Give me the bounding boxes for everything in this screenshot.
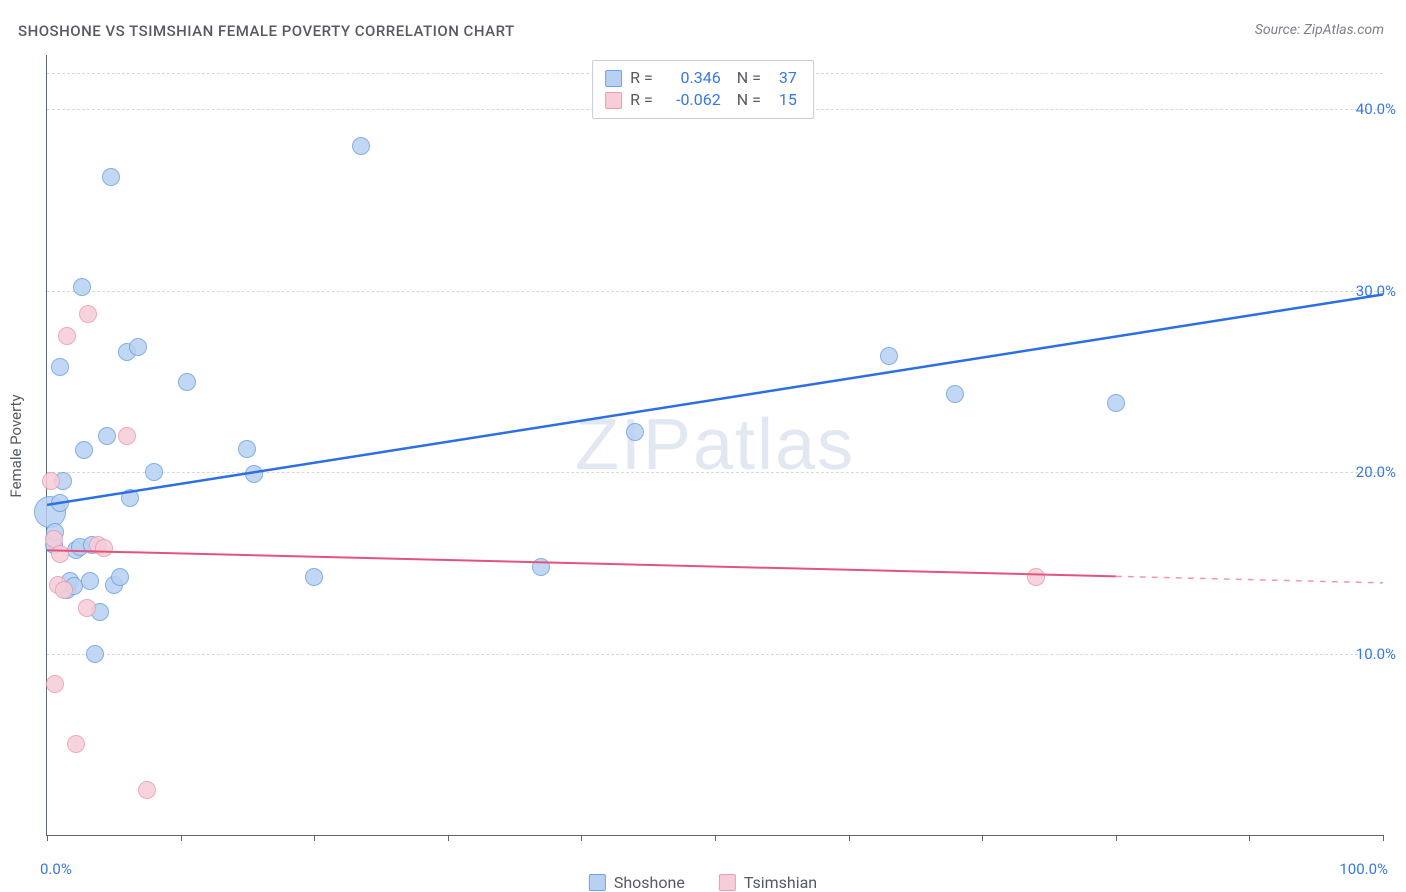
data-point (81, 572, 99, 590)
data-point (75, 441, 93, 459)
y-tick-label: 20.0% (1356, 463, 1396, 481)
y-tick-label: 10.0% (1356, 645, 1396, 663)
x-tick (1116, 835, 1117, 841)
legend-correlation-row: R = 0.346 N = 37 (605, 67, 797, 89)
correlation-legend: R = 0.346 N = 37 R = -0.062 N = 15 (592, 60, 814, 119)
data-point (111, 568, 129, 586)
watermark: ZIPatlas (575, 404, 855, 486)
data-point (67, 735, 85, 753)
data-point (129, 338, 147, 356)
legend-r-label: R = (630, 67, 653, 89)
y-axis-label: Female Poverty (7, 394, 25, 497)
legend-r-value: 0.346 (661, 67, 721, 89)
legend-swatch (589, 874, 606, 891)
x-tick (314, 835, 315, 841)
x-tick (181, 835, 182, 841)
data-point (51, 494, 69, 512)
gridline (47, 654, 1383, 655)
data-point (55, 581, 73, 599)
data-point (245, 465, 263, 483)
y-tick-label: 40.0% (1356, 100, 1396, 118)
data-point (79, 305, 97, 323)
legend-series-label: Shoshone (614, 873, 685, 892)
data-point (138, 781, 156, 799)
legend-swatch (605, 92, 622, 109)
data-point (1107, 394, 1125, 412)
data-point (121, 489, 139, 507)
chart-title: SHOSHONE VS TSIMSHIAN FEMALE POVERTY COR… (18, 22, 515, 40)
data-point (73, 278, 91, 296)
x-tick (849, 835, 850, 841)
legend-r-label: R = (630, 89, 653, 111)
data-point (78, 599, 96, 617)
legend-n-value: 37 (769, 67, 797, 89)
data-point (305, 568, 323, 586)
data-point (46, 675, 64, 693)
legend-n-value: 15 (769, 89, 797, 111)
data-point (102, 168, 120, 186)
x-tick (1249, 835, 1250, 841)
legend-series-label: Tsimshian (744, 873, 817, 892)
data-point (880, 347, 898, 365)
legend-swatch (605, 70, 622, 87)
x-tick (47, 835, 48, 841)
chart-container: SHOSHONE VS TSIMSHIAN FEMALE POVERTY COR… (0, 0, 1406, 892)
data-point (86, 645, 104, 663)
series-legend: Shoshone Tsimshian (589, 873, 817, 892)
data-point (1027, 568, 1045, 586)
data-point (238, 440, 256, 458)
data-point (95, 539, 113, 557)
data-point (118, 427, 136, 445)
legend-series-item: Tsimshian (719, 873, 817, 892)
x-tick (982, 835, 983, 841)
x-tick (1383, 835, 1384, 841)
x-tick (715, 835, 716, 841)
data-point (178, 373, 196, 391)
data-point (145, 463, 163, 481)
x-tick (581, 835, 582, 841)
source-label: Source: ZipAtlas.com (1255, 22, 1384, 38)
legend-correlation-row: R = -0.062 N = 15 (605, 89, 797, 111)
legend-n-label: N = (737, 67, 761, 89)
legend-series-item: Shoshone (589, 873, 685, 892)
data-point (946, 385, 964, 403)
x-tick (448, 835, 449, 841)
legend-n-label: N = (737, 89, 761, 111)
data-point (98, 427, 116, 445)
plot-area: ZIPatlas (46, 55, 1383, 836)
y-tick-label: 30.0% (1356, 282, 1396, 300)
x-tick-label-left: 0.0% (40, 860, 72, 878)
data-point (51, 545, 69, 563)
gridline (47, 291, 1383, 292)
legend-swatch (719, 874, 736, 891)
legend-r-value: -0.062 (661, 89, 721, 111)
data-point (626, 423, 644, 441)
data-point (42, 472, 60, 490)
data-point (352, 137, 370, 155)
data-point (58, 327, 76, 345)
x-tick-label-right: 100.0% (1339, 860, 1388, 878)
data-point (51, 358, 69, 376)
data-point (532, 558, 550, 576)
